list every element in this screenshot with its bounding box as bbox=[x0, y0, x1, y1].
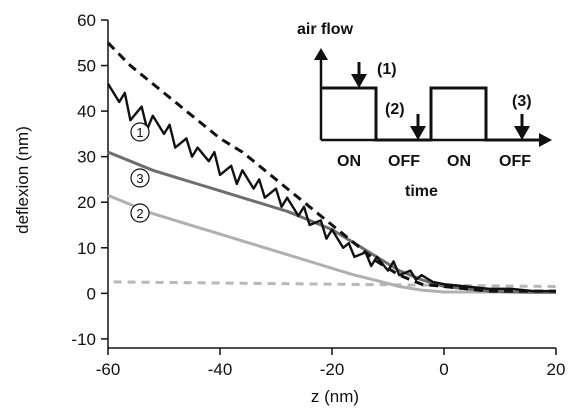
inset-marker-2: (2) bbox=[385, 101, 405, 118]
arrow-down-icon bbox=[514, 114, 530, 140]
y-tick-label: 60 bbox=[77, 11, 96, 30]
x-tick-label: -60 bbox=[96, 360, 121, 379]
y-axis-label: deflexion (nm) bbox=[13, 126, 32, 234]
y-tick-label: -10 bbox=[71, 330, 96, 349]
x-tick-label: -40 bbox=[208, 360, 233, 379]
inset-x-arrowhead bbox=[539, 133, 552, 147]
curve-label-3-circle bbox=[130, 168, 150, 188]
curve-label-2: 2 bbox=[130, 203, 150, 223]
y-tick-label: 0 bbox=[87, 284, 96, 303]
series-line-0 bbox=[106, 41, 556, 293]
x-tick-label: -20 bbox=[320, 360, 345, 379]
inset-state-3: ON bbox=[447, 153, 471, 170]
series-line-2 bbox=[107, 150, 556, 294]
inset-state-4: OFF bbox=[499, 153, 531, 170]
arrow-down-icon bbox=[410, 114, 426, 140]
x-axis-label: z (nm) bbox=[311, 387, 359, 406]
inset-state-1: ON bbox=[337, 153, 361, 170]
y-tick-label: 30 bbox=[77, 148, 96, 167]
inset-xlabel: time bbox=[405, 183, 438, 200]
x-ticks: -60 -40 -20 0 20 bbox=[96, 348, 566, 379]
y-ticks: -10 0 10 20 30 40 50 60 bbox=[71, 11, 108, 349]
curve-label-1-text: 1 bbox=[136, 125, 143, 140]
inset-square-wave bbox=[321, 86, 541, 142]
inset-marker-3: (3) bbox=[512, 93, 532, 110]
inset-y-arrowhead bbox=[314, 48, 328, 60]
y-tick-label: 40 bbox=[77, 102, 96, 121]
series-line-4 bbox=[113, 280, 557, 288]
inset-airflow: air flow time ON OFF ON OFF (1) (2) (3) bbox=[297, 21, 552, 200]
y-tick-label: 10 bbox=[77, 239, 96, 258]
curve-label-2-circle bbox=[130, 203, 150, 223]
series-line-1 bbox=[106, 83, 556, 293]
curve-label-3-text: 3 bbox=[136, 171, 143, 186]
curve-label-2-text: 2 bbox=[136, 206, 143, 221]
inset-marker-1: (1) bbox=[377, 61, 397, 78]
curve-label-1-circle bbox=[130, 122, 150, 142]
series-line-3 bbox=[107, 194, 556, 294]
axes bbox=[107, 20, 556, 349]
x-tick-label: 20 bbox=[547, 360, 566, 379]
curve-label-1: 1 bbox=[130, 122, 150, 142]
inset-ylabel: air flow bbox=[297, 21, 354, 38]
series-layer bbox=[106, 41, 557, 294]
y-tick-label: 50 bbox=[77, 57, 96, 76]
y-tick-label: 20 bbox=[77, 193, 96, 212]
inset-state-2: OFF bbox=[388, 153, 420, 170]
curve-label-3: 3 bbox=[130, 168, 150, 188]
x-tick-label: 0 bbox=[439, 360, 448, 379]
arrow-down-icon bbox=[351, 62, 367, 88]
